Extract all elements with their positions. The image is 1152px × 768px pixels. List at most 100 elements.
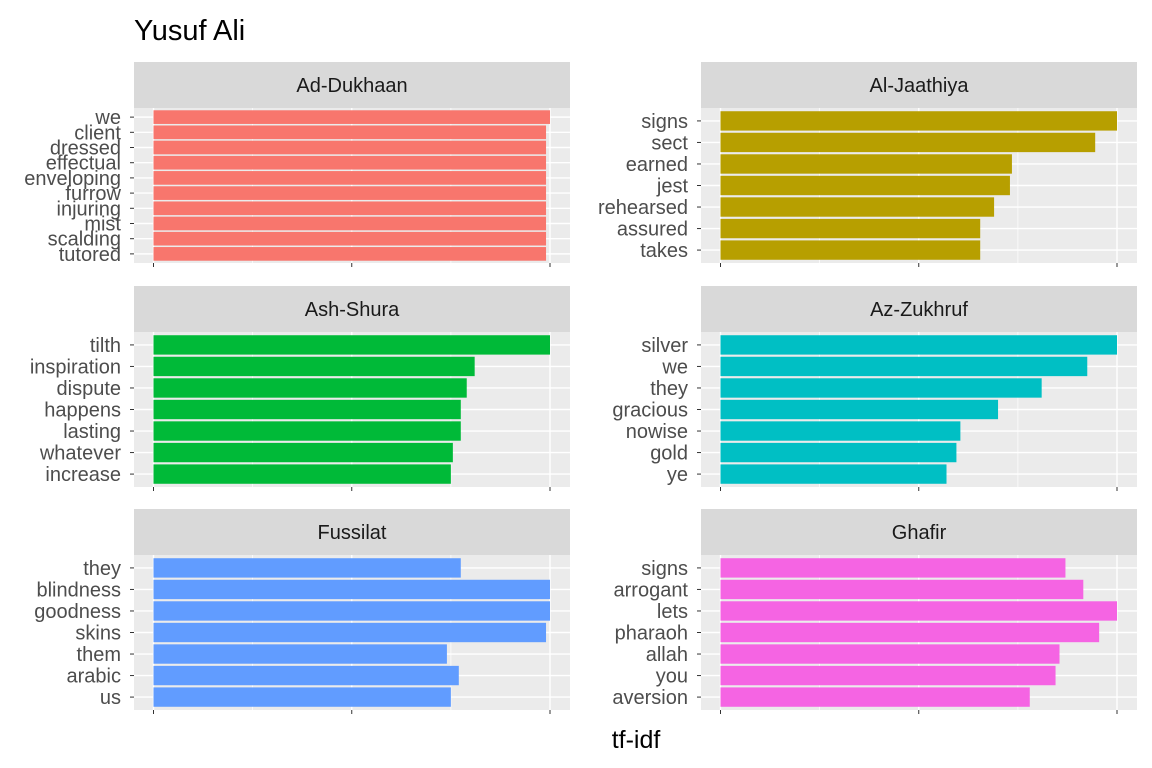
y-tick-label: blindness xyxy=(36,579,121,601)
bar-them xyxy=(153,644,447,664)
bar-rehearsed xyxy=(720,197,995,217)
bar-furrow xyxy=(153,186,547,200)
y-tick-label: tilth xyxy=(90,335,121,357)
facet-strip-label: Az-Zukhruf xyxy=(870,299,968,321)
bar-scalding xyxy=(153,231,547,246)
facet-ash-shura: Ash-Shura tilthinspirationdisputehappensl… xyxy=(30,286,570,491)
bar-client xyxy=(153,125,547,140)
bar-dispute xyxy=(153,378,467,398)
facet-ad-dukhaan: Ad-Dukhaan weclientdressedeffectualenvelo… xyxy=(24,62,570,267)
bar-we xyxy=(720,356,1088,377)
bar-lets xyxy=(720,601,1117,621)
y-tick-label: enveloping xyxy=(24,168,121,190)
bar-lasting xyxy=(153,421,461,441)
facet-fussilat: Fussilat theyblindnessgoodnessskinsthemar… xyxy=(34,509,570,714)
y-tick-label: aversion xyxy=(612,687,688,709)
y-tick-label: dispute xyxy=(57,378,122,400)
bar-they xyxy=(720,378,1042,398)
y-tick-label: them xyxy=(77,644,121,666)
bar-signs xyxy=(720,558,1066,578)
y-tick-label: skins xyxy=(75,623,121,645)
bar-jest xyxy=(720,175,1010,196)
y-tick-label: we xyxy=(94,107,121,129)
y-tick-label: takes xyxy=(640,240,688,262)
y-tick-label: lets xyxy=(657,601,688,623)
bar-assured xyxy=(720,218,981,239)
y-tick-label: lasting xyxy=(63,421,121,443)
facet-strip xyxy=(701,509,1137,555)
y-tick-label: you xyxy=(656,666,688,688)
y-tick-label: ye xyxy=(667,464,688,486)
bar-earned xyxy=(720,154,1012,174)
y-tick-label: signs xyxy=(641,111,688,133)
facet-strip xyxy=(134,62,570,108)
y-tick-label: furrow xyxy=(65,183,121,205)
bar-gold xyxy=(720,442,957,463)
bar-injuring xyxy=(153,201,547,216)
bar-signs xyxy=(720,111,1117,131)
bar-sect xyxy=(720,132,1096,153)
y-tick-label: dressed xyxy=(50,138,121,160)
bar-pharaoh xyxy=(720,622,1100,643)
bar-increase xyxy=(153,464,451,484)
bar-mist xyxy=(153,216,547,231)
facet-strip-label: Ghafir xyxy=(892,522,947,544)
facet-strip-label: Ash-Shura xyxy=(305,299,400,321)
facet-az-zukhruf: Az-Zukhruf silverwetheygraciousnowisegold… xyxy=(612,286,1137,491)
bar-nowise xyxy=(720,421,961,441)
bar-skins xyxy=(153,622,547,643)
y-tick-label: nowise xyxy=(626,421,688,443)
y-tick-label: mist xyxy=(84,213,121,235)
facet-al-jaathiya: Al-Jaathiya signssectearnedjestrehearseda… xyxy=(598,62,1137,267)
facet-strip-label: Ad-Dukhaan xyxy=(296,75,407,97)
facet-strip xyxy=(701,62,1137,108)
y-tick-label: earned xyxy=(626,154,688,176)
bar-tutored xyxy=(153,247,547,261)
y-tick-label: arabic xyxy=(67,666,121,688)
facet-panels: Ad-Dukhaanweclientdressedeffectualenvelo… xyxy=(24,62,1137,714)
bar-takes xyxy=(720,240,981,260)
y-tick-label: sect xyxy=(651,132,688,154)
y-tick-label: inspiration xyxy=(30,356,121,378)
y-tick-label: they xyxy=(83,558,121,580)
bar-arabic xyxy=(153,665,459,686)
y-tick-label: scalding xyxy=(48,229,121,251)
y-tick-label: silver xyxy=(641,335,688,357)
y-tick-label: we xyxy=(661,356,688,378)
bar-arrogant xyxy=(720,579,1084,600)
y-tick-label: us xyxy=(100,687,121,709)
bar-inspiration xyxy=(153,356,475,377)
bar-dressed xyxy=(153,140,547,155)
chart-title: Yusuf Ali xyxy=(134,15,245,47)
y-tick-label: pharaoh xyxy=(615,623,688,645)
y-tick-label: increase xyxy=(45,464,121,486)
bar-we xyxy=(153,110,550,124)
bar-happens xyxy=(153,399,461,420)
bar-tilth xyxy=(153,335,550,355)
bar-you xyxy=(720,665,1056,686)
y-tick-label: gracious xyxy=(612,400,688,422)
bar-effectual xyxy=(153,155,547,170)
bar-enveloping xyxy=(153,171,547,185)
bar-allah xyxy=(720,644,1060,664)
bar-goodness xyxy=(153,601,550,621)
y-tick-label: arrogant xyxy=(614,579,689,601)
bar-they xyxy=(153,558,461,578)
bar-blindness xyxy=(153,579,550,600)
y-tick-label: allah xyxy=(646,644,688,666)
y-tick-label: whatever xyxy=(39,443,121,465)
facet-strip xyxy=(134,509,570,555)
bar-silver xyxy=(720,335,1117,355)
y-tick-label: jest xyxy=(656,176,689,198)
y-tick-label: they xyxy=(650,378,688,400)
y-tick-label: effectual xyxy=(46,153,121,175)
y-tick-label: signs xyxy=(641,558,688,580)
bar-us xyxy=(153,687,451,707)
y-tick-label: goodness xyxy=(34,601,121,623)
y-tick-label: injuring xyxy=(57,198,121,220)
x-axis-label: tf-idf xyxy=(612,726,661,754)
facet-strip xyxy=(701,286,1137,332)
facet-strip-label: Fussilat xyxy=(318,522,387,544)
facet-ghafir: Ghafir signsarrogantletspharaohallahyouav… xyxy=(612,509,1137,714)
